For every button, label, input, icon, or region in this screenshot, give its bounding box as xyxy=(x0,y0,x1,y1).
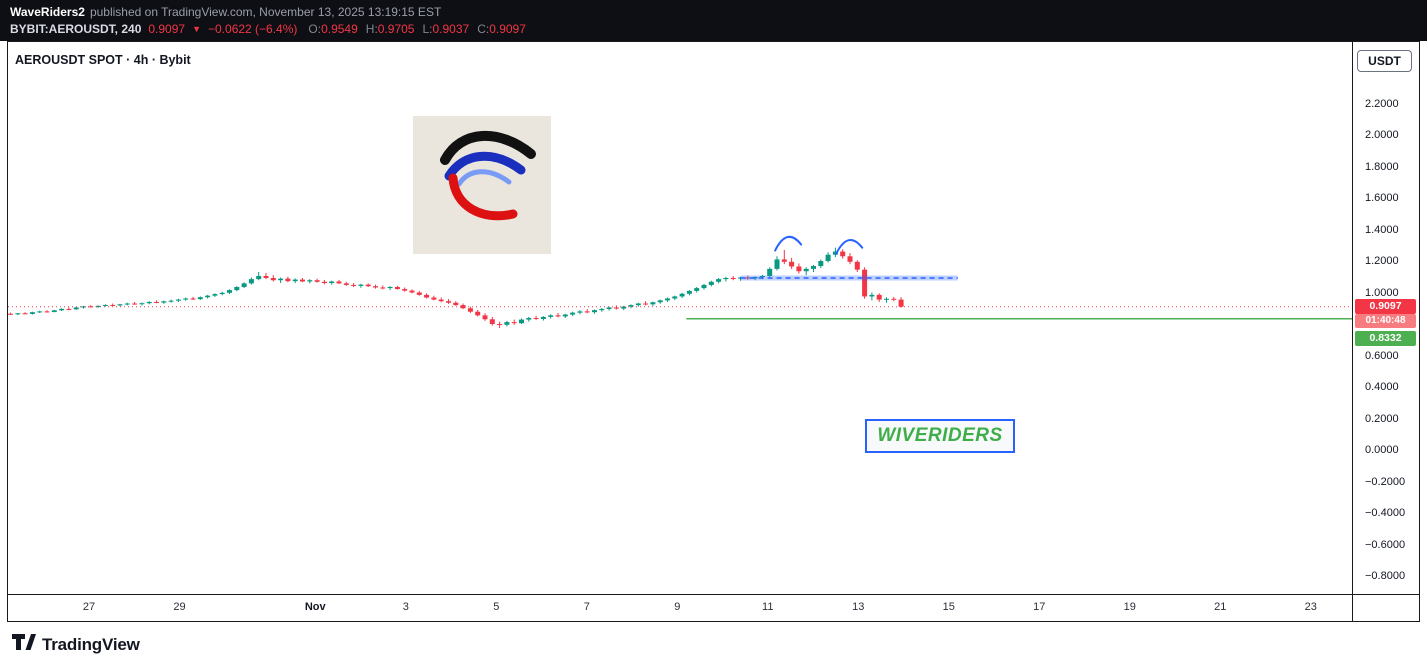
alert-level-badge: 0.8332 xyxy=(1355,331,1416,346)
author-name: WaveRiders2 xyxy=(10,5,85,19)
time-tick-label: 19 xyxy=(1123,601,1136,613)
last-price-badge: 0.9097 xyxy=(1355,299,1416,314)
arc-annotation[interactable] xyxy=(835,239,864,255)
share-header: WaveRiders2 published on TradingView.com,… xyxy=(0,0,1427,41)
price-tick-label: 1.2000 xyxy=(1365,255,1399,267)
published-text: published on TradingView.com, November 1… xyxy=(89,5,442,19)
close-value: 0.9097 xyxy=(489,22,526,36)
tradingview-logo-icon xyxy=(10,631,36,658)
low-label: L: xyxy=(422,22,433,36)
candlestick-series xyxy=(8,247,904,328)
price-tick-label: 0.0000 xyxy=(1365,444,1399,456)
time-tick-label: 13 xyxy=(852,601,865,613)
open-label: O: xyxy=(308,22,322,36)
price-tick-label: −0.6000 xyxy=(1365,538,1406,551)
candle-countdown-badge: 01:40:48 xyxy=(1355,314,1416,328)
time-tick-label: 23 xyxy=(1304,601,1317,613)
open-value: 0.9549 xyxy=(321,22,358,36)
chart-legend: AEROUSDT SPOT · 4h · Bybit xyxy=(15,53,191,67)
currency-toggle-button[interactable]: USDT xyxy=(1357,50,1412,72)
ticker-line: BYBIT:AEROUSDT, 240 0.9097 ▼ −0.0622 (−6… xyxy=(10,22,526,36)
close-label: C: xyxy=(477,22,490,36)
price-change: −0.0622 (−6.4%) xyxy=(208,22,298,36)
price-tick-label: 0.2000 xyxy=(1365,412,1399,425)
price-tick-label: 0.4000 xyxy=(1365,381,1399,393)
time-tick-label: 3 xyxy=(402,601,409,613)
price-tick-label: −0.4000 xyxy=(1365,507,1406,519)
price-tick-label: 1.6000 xyxy=(1365,192,1399,204)
watermark-box[interactable]: WIVERIDERS xyxy=(865,419,1015,453)
published-line: WaveRiders2 published on TradingView.com,… xyxy=(10,5,441,19)
arc-annotation[interactable] xyxy=(774,235,803,252)
price-tick-label: −0.2000 xyxy=(1365,475,1406,488)
time-tick-label: 7 xyxy=(583,601,590,613)
time-tick-label: 29 xyxy=(173,601,186,613)
down-arrow-icon: ▼ xyxy=(192,24,201,34)
price-tick-label: 0.6000 xyxy=(1365,349,1399,362)
price-tick-label: 2.2000 xyxy=(1365,97,1399,110)
ohlc-values: O:0.9549 H:0.9705 L:0.9037 C:0.9097 xyxy=(308,22,526,36)
symbol-interval: BYBIT:AEROUSDT, 240 xyxy=(10,22,142,36)
price-tick-label: 2.0000 xyxy=(1365,129,1399,141)
time-tick-label: Nov xyxy=(304,601,326,613)
price-tick-label: −0.8000 xyxy=(1365,570,1406,582)
footer: TradingView xyxy=(10,631,140,658)
time-axis[interactable]: 27 29 Nov 3 5 7 9 11 13 15 17 19 21 23 xyxy=(8,594,1419,621)
time-tick-label: 21 xyxy=(1214,601,1227,613)
price-axis[interactable]: USDT 2.2000 2.0000 1.8000 1.6000 1.4000 1.200… xyxy=(1352,42,1419,594)
time-tick-label: 11 xyxy=(762,601,774,613)
wave-swoosh-icon xyxy=(440,130,536,221)
price-tick-label: 1.8000 xyxy=(1365,160,1399,173)
high-value: 0.9705 xyxy=(377,22,415,36)
time-tick-label: 17 xyxy=(1033,601,1046,613)
price-tick-label: 1.0000 xyxy=(1365,286,1399,299)
high-label: H: xyxy=(365,22,378,36)
time-tick-label: 15 xyxy=(942,601,955,613)
chart-frame: AEROUSDT SPOT · 4h · Bybit WIVERIDERS US… xyxy=(7,41,1420,622)
brand-logo-image xyxy=(413,116,551,254)
chart-canvas[interactable]: AEROUSDT SPOT · 4h · Bybit WIVERIDERS xyxy=(8,42,1352,594)
tradingview-brand-text: TradingView xyxy=(42,634,140,654)
price-tick-label: 1.4000 xyxy=(1365,223,1399,236)
candlestick-chart[interactable] xyxy=(8,42,1352,594)
time-tick-label: 27 xyxy=(82,601,96,613)
low-value: 0.9037 xyxy=(432,22,470,36)
last-price-value: 0.9097 xyxy=(148,22,186,36)
time-tick-label: 9 xyxy=(674,601,681,613)
watermark-text: WIVERIDERS xyxy=(877,425,1003,446)
axis-corner-divider xyxy=(1352,595,1353,621)
time-tick-label: 5 xyxy=(493,601,500,613)
